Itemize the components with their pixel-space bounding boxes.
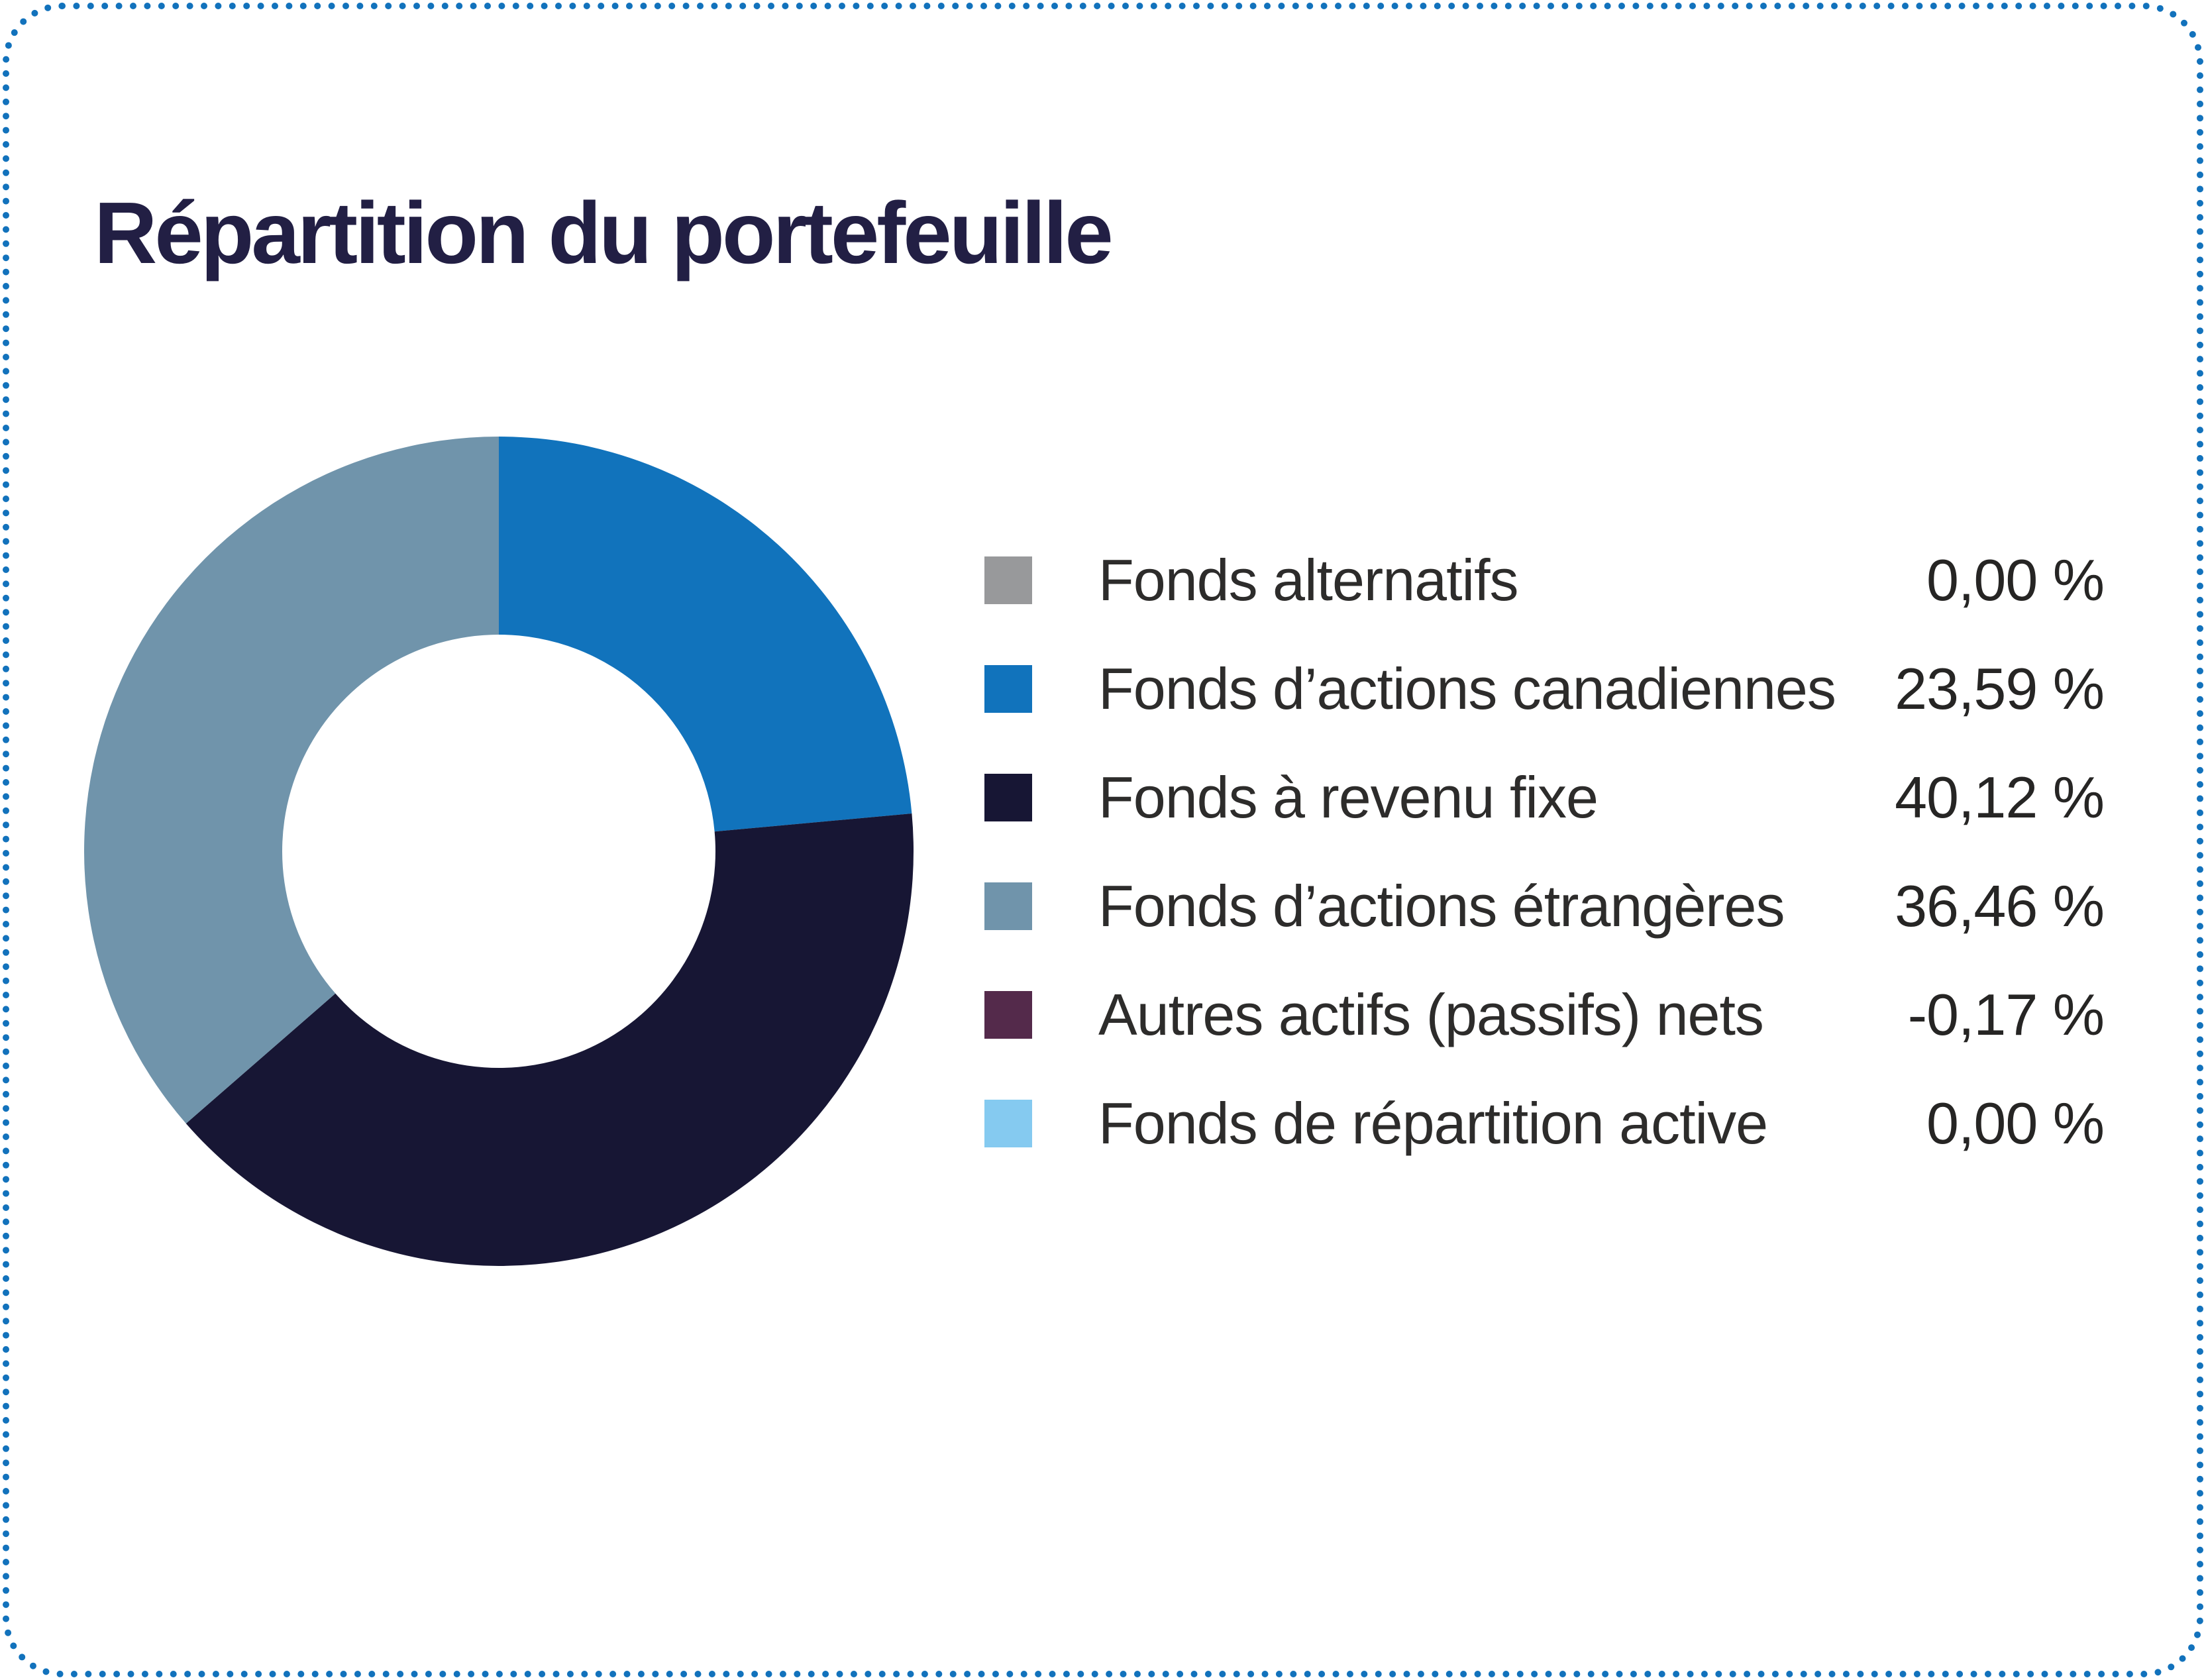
legend-label: Autres actifs (passifs) nets bbox=[1098, 982, 1764, 1047]
legend-item-fonds-actions-etrangeres: Fonds d’actions étrangères 36,46 % bbox=[984, 852, 2105, 961]
legend-swatch bbox=[984, 774, 1032, 821]
legend-swatch bbox=[984, 1100, 1032, 1147]
legend-swatch bbox=[984, 556, 1032, 604]
legend-label: Fonds de répartition active bbox=[1098, 1090, 1768, 1156]
legend-value: -0,17 % bbox=[1907, 982, 2105, 1047]
donut-segment-1 bbox=[185, 814, 914, 1266]
legend-label: Fonds d’actions étrangères bbox=[1098, 873, 1785, 939]
chart-title: Répartition du portefeuille bbox=[94, 184, 1114, 282]
legend-label: Fonds d’actions canadiennes bbox=[1098, 656, 1836, 721]
legend-item-autres-actifs-passifs-nets: Autres actifs (passifs) nets -0,17 % bbox=[984, 961, 2105, 1069]
legend-swatch bbox=[984, 991, 1032, 1039]
legend-item-fonds-repartition-active: Fonds de répartition active 0,00 % bbox=[984, 1069, 2105, 1178]
legend-swatch bbox=[984, 665, 1032, 713]
legend-label: Fonds alternatifs bbox=[1098, 547, 1519, 613]
legend-item-fonds-alternatifs: Fonds alternatifs 0,00 % bbox=[984, 526, 2105, 635]
chart-legend: Fonds alternatifs 0,00 % Fonds d’actions… bbox=[984, 526, 2105, 1178]
legend-value: 0,00 % bbox=[1926, 547, 2105, 613]
legend-value: 0,00 % bbox=[1926, 1090, 2105, 1156]
donut-chart bbox=[84, 437, 914, 1266]
legend-swatch bbox=[984, 882, 1032, 930]
donut-segment-2 bbox=[84, 437, 499, 1124]
legend-item-fonds-actions-canadiennes: Fonds d’actions canadiennes 23,59 % bbox=[984, 635, 2105, 743]
legend-value: 36,46 % bbox=[1895, 873, 2105, 939]
legend-item-fonds-revenu-fixe: Fonds à revenu fixe 40,12 % bbox=[984, 743, 2105, 852]
legend-label: Fonds à revenu fixe bbox=[1098, 764, 1599, 830]
donut-segment-0 bbox=[499, 437, 912, 832]
legend-value: 40,12 % bbox=[1895, 764, 2105, 830]
legend-value: 23,59 % bbox=[1895, 656, 2105, 721]
